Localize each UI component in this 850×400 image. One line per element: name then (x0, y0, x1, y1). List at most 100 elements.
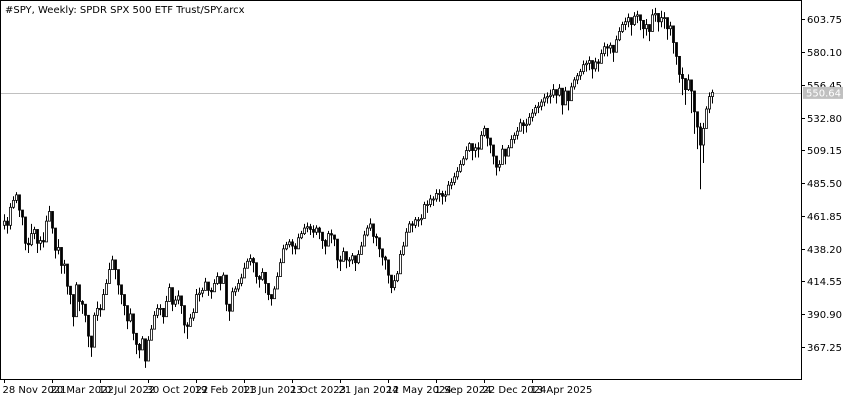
candle (105, 279, 108, 295)
candle-body-down (66, 263, 69, 287)
candle-body-up (159, 307, 162, 310)
candle (594, 57, 597, 72)
candle (645, 19, 648, 36)
candle-body-down (648, 24, 651, 32)
candle-body-down (255, 262, 258, 277)
y-tick-label: 438.20 (807, 245, 842, 256)
candle (360, 241, 363, 255)
candle-body-up (438, 193, 441, 195)
candle-body-down (120, 284, 123, 295)
candle (528, 113, 531, 126)
candle-body-up (501, 148, 504, 165)
x-tick-label: 22 Dec 2024 (483, 385, 547, 396)
candle-body-up (273, 288, 276, 300)
candle-body-down (666, 17, 669, 30)
candle (303, 223, 306, 235)
candle (231, 287, 234, 312)
candle-body-up (594, 61, 597, 70)
candle (60, 247, 63, 274)
candle (159, 304, 162, 316)
candle (465, 146, 468, 161)
candle (438, 189, 441, 202)
candle (477, 142, 480, 158)
candle (381, 248, 384, 266)
candle (447, 181, 450, 196)
candle-body-up (429, 198, 432, 205)
candle-body-down (630, 17, 633, 25)
candle-body-up (570, 86, 573, 102)
candle (642, 19, 645, 39)
candle (33, 226, 36, 240)
candle (276, 272, 279, 290)
candle (171, 287, 174, 312)
candle (117, 269, 120, 295)
candle (72, 294, 75, 327)
y-tick-label: 461.85 (807, 212, 842, 223)
candle (366, 225, 369, 237)
candle-body-up (3, 220, 6, 226)
candle-body-down (42, 240, 45, 243)
candle-body-up (243, 267, 246, 279)
candle-body-up (297, 237, 300, 250)
candle-body-down (252, 258, 255, 264)
candle (639, 14, 642, 31)
candle (471, 143, 474, 161)
candle-body-down (339, 259, 342, 262)
candle (183, 305, 186, 334)
candle-body-up (192, 312, 195, 319)
candle (48, 205, 51, 222)
candle (564, 86, 567, 106)
x-tick-label: 19 Feb 2023 (195, 385, 257, 396)
candle-body-down (336, 238, 339, 261)
candle (363, 230, 366, 247)
candle (426, 200, 429, 213)
candle-body-up (108, 269, 111, 284)
candle-body-down (309, 226, 312, 230)
candle-body-up (447, 184, 450, 196)
candle (120, 284, 123, 305)
candle-body-down (207, 281, 210, 291)
candle (621, 21, 624, 33)
candle (297, 233, 300, 250)
candle-body-up (156, 307, 159, 316)
candle (384, 255, 387, 270)
candle-body-up (603, 46, 606, 55)
candle (393, 275, 396, 291)
candle-body-up (702, 127, 705, 146)
candle (9, 203, 12, 230)
y-tick-label: 509.15 (807, 146, 842, 157)
candle (705, 106, 708, 129)
candle (249, 254, 252, 266)
candle-body-down (567, 90, 570, 102)
candle-body-down (492, 144, 495, 157)
candle (414, 217, 417, 229)
candle (603, 42, 606, 57)
candle (6, 217, 9, 234)
candle (525, 118, 528, 133)
candle (327, 230, 330, 247)
candle (300, 230, 303, 240)
candle-body-up (198, 292, 201, 295)
candle-body-up (405, 231, 408, 247)
candle-body-down (324, 240, 327, 247)
candle-body-up (633, 15, 636, 25)
candle (192, 308, 195, 321)
candle (417, 217, 420, 227)
candle (357, 250, 360, 265)
candle-body-up (558, 87, 561, 96)
candle (63, 259, 66, 274)
candle (36, 229, 39, 253)
candle (690, 79, 693, 114)
candle (609, 42, 612, 54)
candle (654, 7, 657, 22)
candle (234, 286, 237, 296)
candle (687, 74, 690, 91)
candle (666, 17, 669, 40)
candle (405, 228, 408, 247)
candle (651, 9, 654, 32)
candle (579, 68, 582, 80)
x-tick-label: 20 Mar 2022 (51, 385, 114, 396)
candle-body-up (30, 233, 33, 246)
